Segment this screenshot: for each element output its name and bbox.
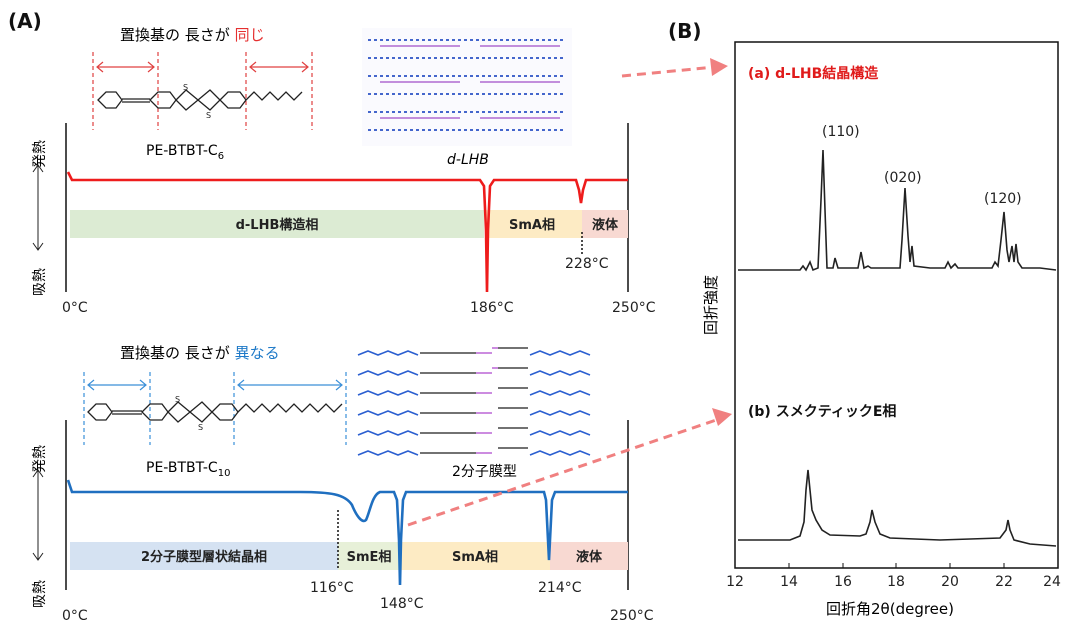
top-t-start: 0°C <box>62 300 88 316</box>
xrd-tick-24: 24 <box>1043 574 1061 590</box>
top-phase-dlhb: d-LHB構造相 <box>236 217 319 233</box>
svg-text:S: S <box>206 111 211 120</box>
top-dsc-panel: 置換基の 長さが 同じ S S P <box>32 26 656 316</box>
top-dlhb-structure-drawing <box>362 28 572 146</box>
top-header: 置換基の 長さが 同じ <box>120 26 265 44</box>
xrd-label-a: (a) d-LHB結晶構造 <box>748 65 878 82</box>
bottom-band-liquid <box>550 542 628 570</box>
bottom-phase-sme: SmE相 <box>347 549 392 565</box>
bottom-endo-label: 吸熱 <box>32 580 48 608</box>
bottom-band-crystal <box>70 542 338 570</box>
bottom-t-end: 250°C <box>610 608 654 623</box>
arrow-head-top <box>710 58 728 76</box>
panel-a-label: (A) <box>8 9 42 33</box>
miller-120: (120) <box>984 191 1022 207</box>
top-t-peak-186: 186°C <box>470 300 514 316</box>
bottom-t-start: 0°C <box>62 608 88 623</box>
bottom-band-sma <box>400 542 550 570</box>
top-exo-label: 発熱 <box>32 140 48 168</box>
top-header-highlight: 同じ <box>235 26 265 44</box>
arrow-bottom-to-xrd-b <box>407 416 723 527</box>
xrd-pattern-a <box>738 149 1057 272</box>
miller-110: (110) <box>822 124 860 140</box>
bottom-header: 置換基の 長さが 異なる <box>120 344 280 362</box>
top-molecule-drawing: S S <box>97 83 303 120</box>
top-band-sma <box>486 210 582 238</box>
bottom-header-prefix: 置換基の 長さが <box>120 344 230 362</box>
bottom-phase-sma: SmA相 <box>452 549 498 565</box>
bottom-structure-label: 2分子膜型 <box>452 464 517 480</box>
bottom-molecule-drawing: S S <box>87 395 343 432</box>
bottom-length-markers <box>83 372 347 445</box>
xrd-tick-16: 16 <box>834 574 852 590</box>
pointer-arrows <box>407 65 723 527</box>
xrd-xlabel: 回折角2θ(degree) <box>826 600 954 618</box>
bottom-band-sme <box>338 542 400 570</box>
top-band-dlhb <box>70 210 484 238</box>
bottom-phase-liquid: 液体 <box>576 549 603 565</box>
top-t-peak-228: 228°C <box>565 256 609 272</box>
bottom-header-highlight: 異なる <box>235 344 280 362</box>
miller-020: (020) <box>884 170 922 186</box>
xrd-frame <box>734 41 1059 569</box>
top-compound-name: PE-BTBT-C6 <box>146 143 224 162</box>
top-phase-sma: SmA相 <box>509 217 555 233</box>
arrow-head-bottom <box>712 408 732 426</box>
top-band-liquid <box>582 210 628 238</box>
xrd-label-b: (b) スメクティックE相 <box>748 403 896 420</box>
svg-text:S: S <box>175 395 180 404</box>
bottom-t-peak-214: 214°C <box>538 580 582 596</box>
bottom-bilayer-drawing <box>357 347 591 456</box>
xrd-pattern-b <box>738 469 1057 547</box>
bottom-dsc-curve <box>66 479 628 586</box>
panel-b-label: (B) <box>668 19 702 43</box>
bottom-compound-name: PE-BTBT-C10 <box>146 460 230 479</box>
top-structure-label: d-LHB <box>447 152 489 168</box>
bottom-phase-crystal: 2分子膜型層状結晶相 <box>141 549 267 565</box>
xrd-tick-20: 20 <box>941 574 959 590</box>
top-length-markers <box>92 52 313 130</box>
xrd-ylabel: 回折強度 <box>702 275 720 335</box>
xrd-tick-14: 14 <box>780 574 798 590</box>
svg-text:S: S <box>198 423 203 432</box>
bottom-exo-label: 発熱 <box>32 445 48 473</box>
top-header-prefix: 置換基の 長さが <box>120 26 230 44</box>
top-phase-liquid: 液体 <box>592 217 619 233</box>
xrd-tick-12: 12 <box>726 574 744 590</box>
top-t-end: 250°C <box>612 300 656 316</box>
xrd-tick-18: 18 <box>887 574 905 590</box>
top-dsc-curve <box>66 171 628 293</box>
top-endo-label: 吸熱 <box>32 268 48 296</box>
bottom-dsc-panel: 置換基の 長さが 異なる S S PE-BTBT-C1 <box>32 344 654 623</box>
xrd-tick-22: 22 <box>995 574 1013 590</box>
bottom-t-peak-148: 148°C <box>380 596 424 612</box>
bottom-t-peak-116: 116°C <box>310 580 354 596</box>
arrow-top-to-xrd-a <box>621 65 716 78</box>
xrd-panel: 12 14 16 18 20 22 24 回折角2θ(degree) 回折強度 … <box>702 41 1061 618</box>
svg-text:S: S <box>183 83 188 92</box>
